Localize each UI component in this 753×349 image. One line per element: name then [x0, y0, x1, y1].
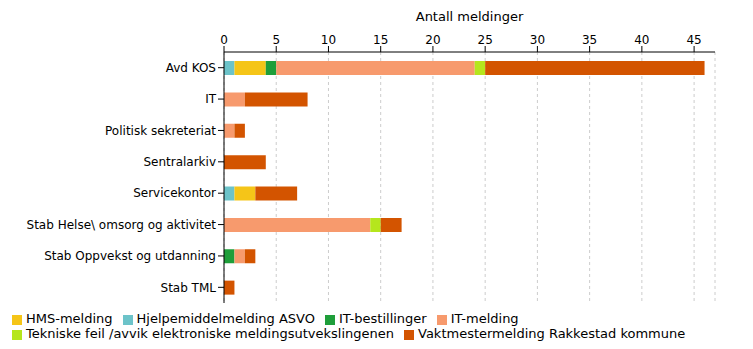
svg-text:Antall meldinger: Antall meldinger [416, 9, 524, 24]
html-text:HMS-melding: HMS-melding [26, 311, 113, 326]
svg-text:30: 30 [530, 33, 545, 47]
html-text:Vaktmestermelding Rakkestad ko: Vaktmestermelding Rakkestad kommune [418, 326, 686, 341]
svg-text:Servicekontor: Servicekontor [133, 186, 216, 200]
svg-text:25: 25 [478, 33, 493, 47]
html-text:Hjelpemiddelmelding ASVO: Hjelpemiddelmelding ASVO [136, 311, 315, 326]
svg-text:10: 10 [321, 33, 336, 47]
svg-text:Stab Helse\ omsorg og aktivite: Stab Helse\ omsorg og aktivitet [27, 218, 217, 232]
svg-text:15: 15 [373, 33, 388, 47]
svg-text:20: 20 [425, 33, 440, 47]
svg-text:Avd KOS: Avd KOS [166, 61, 216, 75]
svg-text:45: 45 [686, 33, 701, 47]
html-text:IT-bestillinger: IT-bestillinger [339, 311, 427, 326]
svg-text:Politisk sekreteriat: Politisk sekreteriat [105, 124, 216, 138]
svg-text:Stab TML: Stab TML [161, 281, 217, 295]
svg-text:IT: IT [205, 92, 217, 106]
html-text:Tekniske feil /avvik elektroni: Tekniske feil /avvik elektroniske meldin… [26, 326, 394, 341]
svg-text:5: 5 [272, 33, 280, 47]
svg-text:Stab Oppvekst og utdanning: Stab Oppvekst og utdanning [44, 249, 216, 263]
html-text:IT-melding: IT-melding [450, 311, 519, 326]
svg-text:Sentralarkiv: Sentralarkiv [143, 155, 216, 169]
svg-text:0: 0 [220, 33, 228, 47]
svg-text:40: 40 [634, 33, 649, 47]
svg-text:35: 35 [582, 33, 597, 47]
